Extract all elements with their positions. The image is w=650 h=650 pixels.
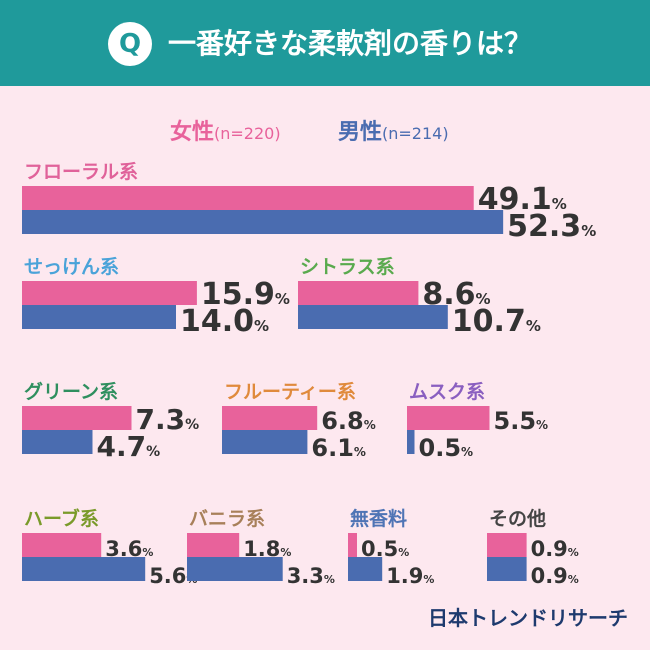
value-label-female: 0.9% xyxy=(531,537,579,561)
legend-male-label: 男性 xyxy=(338,120,383,145)
value-label-female: 0.5% xyxy=(361,537,409,561)
bar-male xyxy=(407,430,415,454)
value-label-male: 10.7% xyxy=(452,304,541,339)
bar-female xyxy=(407,406,490,430)
bar-male xyxy=(22,430,93,454)
category-label: フローラル系 xyxy=(24,161,138,183)
bar-female xyxy=(22,406,132,430)
value-label-female: 1.8% xyxy=(243,537,291,561)
category-label: ハーブ系 xyxy=(24,507,99,530)
bar-male xyxy=(348,557,383,581)
bar-male xyxy=(22,305,176,329)
bar-male xyxy=(298,305,448,329)
brand-logo: 日本トレンドリサーチ xyxy=(428,606,628,630)
value-label-male: 0.5% xyxy=(419,434,474,462)
category-label: ムスク系 xyxy=(409,381,485,403)
bar-male xyxy=(187,557,283,581)
value-label-female: 49.1% xyxy=(478,182,567,217)
value-label-female: 6.8% xyxy=(321,407,376,435)
bar-female xyxy=(187,533,240,557)
legend-female-n: (n=220) xyxy=(214,124,281,143)
category-label: バニラ系 xyxy=(189,508,265,530)
legend-female: 女性(n=220) xyxy=(170,114,281,146)
value-label-male: 6.1% xyxy=(311,434,366,462)
value-label-male: 3.3% xyxy=(287,564,335,588)
bar-female xyxy=(487,533,527,557)
bar-male xyxy=(222,430,308,454)
value-label-male: 4.7% xyxy=(97,430,161,463)
category-label: せっけん系 xyxy=(24,256,119,278)
bar-male xyxy=(22,210,504,234)
question-header: Q 一番好きな柔軟剤の香りは？ xyxy=(0,0,650,86)
value-label-male: 52.3% xyxy=(507,209,596,244)
value-label-male: 0.9% xyxy=(531,564,579,588)
q-mark-icon: Q xyxy=(108,22,152,66)
category-label: 無香料 xyxy=(350,507,407,530)
legend-female-label: 女性 xyxy=(170,120,215,145)
value-label-male: 1.9% xyxy=(386,564,434,588)
value-label-female: 3.6% xyxy=(105,537,153,561)
question-title: 一番好きな柔軟剤の香りは？ xyxy=(168,27,533,60)
category-label: その他 xyxy=(489,507,546,530)
legend-male: 男性(n=214) xyxy=(338,114,449,146)
bar-female xyxy=(298,281,419,305)
legend-male-n: (n=214) xyxy=(382,124,449,143)
category-label: フルーティー系 xyxy=(224,381,356,403)
bar-female xyxy=(222,406,318,430)
bar-male xyxy=(487,557,527,581)
category-label: グリーン系 xyxy=(24,380,118,403)
bar-male xyxy=(22,557,146,581)
value-label-female: 5.5% xyxy=(494,407,549,435)
bar-female xyxy=(22,281,197,305)
bar-female xyxy=(22,533,102,557)
category-label: シトラス系 xyxy=(300,256,395,278)
bar-female xyxy=(22,186,474,210)
bar-female xyxy=(348,533,357,557)
